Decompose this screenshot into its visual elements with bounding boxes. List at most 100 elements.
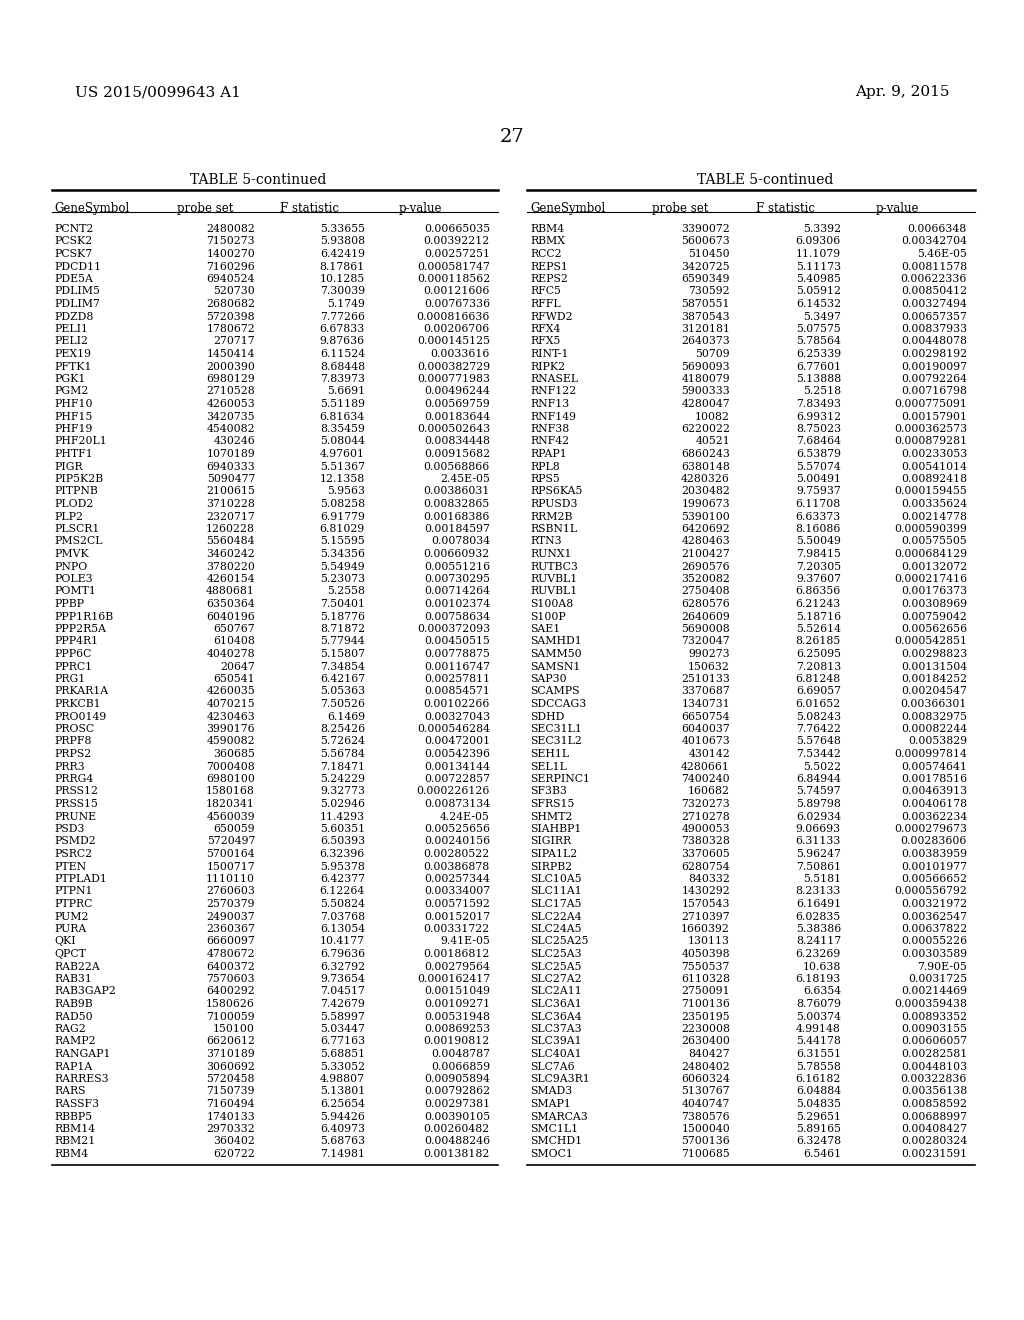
Text: 8.75023: 8.75023 xyxy=(796,424,841,434)
Text: 620722: 620722 xyxy=(213,1148,255,1159)
Text: 6.23269: 6.23269 xyxy=(796,949,841,960)
Text: 2640373: 2640373 xyxy=(681,337,730,346)
Text: 0.00792264: 0.00792264 xyxy=(901,374,967,384)
Text: 6.69057: 6.69057 xyxy=(796,686,841,697)
Text: 11.1079: 11.1079 xyxy=(796,249,841,259)
Text: 0.00190812: 0.00190812 xyxy=(424,1036,490,1047)
Text: 1820341: 1820341 xyxy=(206,799,255,809)
Text: PCSK2: PCSK2 xyxy=(54,236,92,247)
Text: 4780672: 4780672 xyxy=(207,949,255,960)
Text: PRG1: PRG1 xyxy=(54,675,85,684)
Text: 0.00832865: 0.00832865 xyxy=(424,499,490,510)
Text: 7150273: 7150273 xyxy=(207,236,255,247)
Text: 6.21243: 6.21243 xyxy=(796,599,841,609)
Text: 1110110: 1110110 xyxy=(206,874,255,884)
Text: 510450: 510450 xyxy=(688,249,730,259)
Text: RPUSD3: RPUSD3 xyxy=(530,499,578,510)
Text: 0.00334007: 0.00334007 xyxy=(424,887,490,896)
Text: 0.000502643: 0.000502643 xyxy=(417,424,490,434)
Text: 0.00321972: 0.00321972 xyxy=(901,899,967,909)
Text: 6.81634: 6.81634 xyxy=(319,412,365,421)
Text: 1500717: 1500717 xyxy=(207,862,255,871)
Text: 0.00759042: 0.00759042 xyxy=(901,611,967,622)
Text: 6590349: 6590349 xyxy=(682,275,730,284)
Text: PRPS2: PRPS2 xyxy=(54,748,91,759)
Text: PLOD2: PLOD2 xyxy=(54,499,93,510)
Text: RNF38: RNF38 xyxy=(530,424,569,434)
Text: 7.20813: 7.20813 xyxy=(796,661,841,672)
Text: 6.11708: 6.11708 xyxy=(796,499,841,510)
Text: SHMT2: SHMT2 xyxy=(530,812,572,821)
Text: 7320273: 7320273 xyxy=(681,799,730,809)
Text: 0.0066348: 0.0066348 xyxy=(907,224,967,234)
Text: RBBP5: RBBP5 xyxy=(54,1111,92,1122)
Text: 9.87636: 9.87636 xyxy=(319,337,365,346)
Text: 0.000145125: 0.000145125 xyxy=(417,337,490,346)
Text: 6400292: 6400292 xyxy=(206,986,255,997)
Text: SAE1: SAE1 xyxy=(530,624,560,634)
Text: 7.34854: 7.34854 xyxy=(321,661,365,672)
Text: RANGAP1: RANGAP1 xyxy=(54,1049,111,1059)
Text: 4880681: 4880681 xyxy=(206,586,255,597)
Text: 0.00121606: 0.00121606 xyxy=(424,286,490,297)
Text: 0.00893352: 0.00893352 xyxy=(901,1011,967,1022)
Text: 6.02835: 6.02835 xyxy=(796,912,841,921)
Text: PTPLAD1: PTPLAD1 xyxy=(54,874,106,884)
Text: PRUNE: PRUNE xyxy=(54,812,96,821)
Text: PIGR: PIGR xyxy=(54,462,83,471)
Text: 7.68464: 7.68464 xyxy=(796,437,841,446)
Text: 6.77163: 6.77163 xyxy=(319,1036,365,1047)
Text: 650767: 650767 xyxy=(213,624,255,634)
Text: 6280576: 6280576 xyxy=(681,599,730,609)
Text: 0.000546284: 0.000546284 xyxy=(417,723,490,734)
Text: 6.77601: 6.77601 xyxy=(796,362,841,371)
Text: 0.00834448: 0.00834448 xyxy=(424,437,490,446)
Text: PHF20L1: PHF20L1 xyxy=(54,437,106,446)
Text: 0.00231591: 0.00231591 xyxy=(901,1148,967,1159)
Text: SAMSN1: SAMSN1 xyxy=(530,661,581,672)
Text: 2630400: 2630400 xyxy=(681,1036,730,1047)
Text: 1990673: 1990673 xyxy=(681,499,730,510)
Text: 5.40985: 5.40985 xyxy=(796,275,841,284)
Text: 0.00472001: 0.00472001 xyxy=(424,737,490,747)
Text: 6.67833: 6.67833 xyxy=(319,323,365,334)
Text: 4.24E-05: 4.24E-05 xyxy=(440,812,490,821)
Text: 5090477: 5090477 xyxy=(207,474,255,484)
Text: 0.00915682: 0.00915682 xyxy=(424,449,490,459)
Text: PGM2: PGM2 xyxy=(54,387,88,396)
Text: 2100615: 2100615 xyxy=(206,487,255,496)
Text: 7550537: 7550537 xyxy=(682,961,730,972)
Text: 0.00892418: 0.00892418 xyxy=(901,474,967,484)
Text: 5.93808: 5.93808 xyxy=(319,236,365,247)
Text: 7380576: 7380576 xyxy=(681,1111,730,1122)
Text: 2360367: 2360367 xyxy=(206,924,255,935)
Text: 6.86356: 6.86356 xyxy=(796,586,841,597)
Text: 20647: 20647 xyxy=(220,661,255,672)
Text: 5.5022: 5.5022 xyxy=(803,762,841,771)
Text: 4070215: 4070215 xyxy=(207,700,255,709)
Text: SEC31L2: SEC31L2 xyxy=(530,737,582,747)
Text: 2480082: 2480082 xyxy=(206,224,255,234)
Text: 4280326: 4280326 xyxy=(681,474,730,484)
Text: 3990176: 3990176 xyxy=(207,723,255,734)
Text: 0.00184597: 0.00184597 xyxy=(424,524,490,535)
Text: 5.78558: 5.78558 xyxy=(796,1061,841,1072)
Text: RAB22A: RAB22A xyxy=(54,961,99,972)
Text: 9.75937: 9.75937 xyxy=(797,487,841,496)
Text: 6.81248: 6.81248 xyxy=(796,675,841,684)
Text: 2680682: 2680682 xyxy=(206,300,255,309)
Text: RFC5: RFC5 xyxy=(530,286,561,297)
Text: 5.24229: 5.24229 xyxy=(319,774,365,784)
Text: 2480402: 2480402 xyxy=(681,1061,730,1072)
Text: 2000390: 2000390 xyxy=(206,362,255,371)
Text: 7150739: 7150739 xyxy=(207,1086,255,1097)
Text: 0.00767336: 0.00767336 xyxy=(424,300,490,309)
Text: 0.00730295: 0.00730295 xyxy=(424,574,490,583)
Text: 6.81029: 6.81029 xyxy=(319,524,365,535)
Text: 0.00688997: 0.00688997 xyxy=(901,1111,967,1122)
Text: PPP1R16B: PPP1R16B xyxy=(54,611,113,622)
Text: F statistic: F statistic xyxy=(281,202,340,215)
Text: 0.00240156: 0.00240156 xyxy=(424,837,490,846)
Text: 27: 27 xyxy=(500,128,524,147)
Text: 3870543: 3870543 xyxy=(681,312,730,322)
